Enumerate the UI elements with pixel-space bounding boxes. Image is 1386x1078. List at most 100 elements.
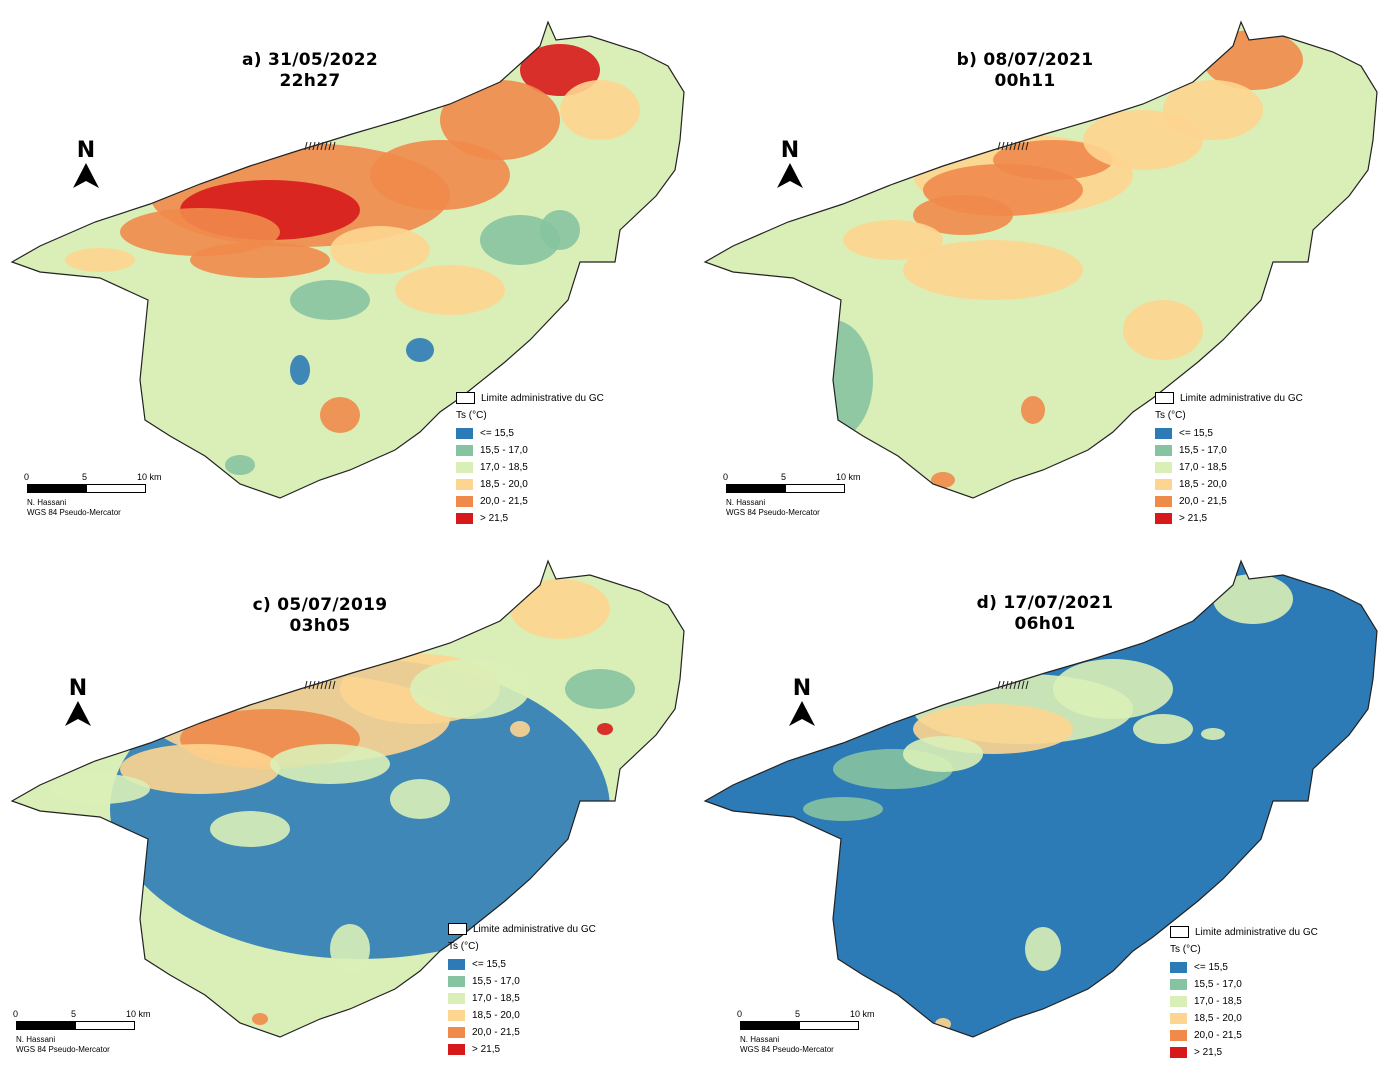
north-arrow: N — [66, 138, 106, 193]
legend-class-row: 20,0 - 21,5 — [1170, 1027, 1318, 1044]
port-feature — [304, 141, 336, 151]
temperature-patch — [1123, 300, 1203, 360]
legend-class-row: > 21,5 — [448, 1041, 596, 1058]
temperature-patch — [510, 721, 530, 737]
legend-class-row: 17,0 - 18,5 — [1155, 459, 1303, 476]
author-credit: N. Hassani — [740, 1035, 780, 1044]
scale-tick-0: 0 — [24, 472, 30, 482]
legend-class-row: 18,5 - 20,0 — [1155, 476, 1303, 493]
legend-class-label: 15,5 - 17,0 — [480, 445, 528, 456]
boundary-label: Limite administrative du GC — [473, 923, 596, 935]
temperature-patch — [540, 210, 580, 250]
scale-tick-10: 10 km — [126, 1009, 151, 1019]
legend-class-label: 17,0 - 18,5 — [480, 462, 528, 473]
temperature-patches — [65, 44, 640, 475]
scale-tick-5: 5 — [781, 472, 787, 482]
legend-class-row: > 21,5 — [1170, 1044, 1318, 1061]
temperature-patch — [330, 226, 430, 274]
legend-swatch — [1170, 1030, 1187, 1041]
panel-time: 22h27 — [279, 71, 341, 91]
legend-class-label: 17,0 - 18,5 — [1194, 996, 1242, 1007]
legend-class-label: 17,0 - 18,5 — [472, 993, 520, 1004]
legend-class-row: <= 15,5 — [456, 425, 604, 442]
panel-title: b) 08/07/2021 00h11 — [875, 50, 1175, 92]
scale-tick-10: 10 km — [850, 1009, 875, 1019]
legend-swatch — [448, 959, 465, 970]
port-feature — [997, 680, 1029, 690]
legend-class-row: 17,0 - 18,5 — [448, 990, 596, 1007]
crs-credit: WGS 84 Pseudo-Mercator — [726, 508, 820, 517]
temperature-patch — [803, 797, 883, 821]
scale-tick-10: 10 km — [836, 472, 861, 482]
legend-class-row: 18,5 - 20,0 — [456, 476, 604, 493]
scale-tick-0: 0 — [737, 1009, 743, 1019]
temperature-patch — [565, 669, 635, 709]
panel-title: d) 17/07/2021 06h01 — [895, 593, 1195, 635]
legend-title: Ts (°C) — [1155, 410, 1186, 421]
north-arrow-icon — [65, 701, 91, 726]
legend-class-label: <= 15,5 — [472, 959, 506, 970]
temperature-patch — [210, 811, 290, 847]
map-panel-a: a) 31/05/2022 22h27 N 0 5 10 km N. Hassa… — [0, 0, 693, 539]
boundary-label: Limite administrative du GC — [1180, 392, 1303, 404]
temperature-patch — [510, 579, 610, 639]
map-panel-c: c) 05/07/2019 03h05 N 0 5 10 km N. Hassa… — [0, 539, 693, 1078]
temperature-patch — [1025, 927, 1061, 971]
temperature-patch — [903, 240, 1083, 300]
legend-class-row: 15,5 - 17,0 — [1155, 442, 1303, 459]
legend-class-label: 18,5 - 20,0 — [1179, 479, 1227, 490]
north-arrow: N — [770, 138, 810, 193]
legend-class-label: > 21,5 — [1194, 1047, 1223, 1058]
panel-time: 06h01 — [1014, 614, 1076, 634]
crs-credit: WGS 84 Pseudo-Mercator — [16, 1045, 110, 1054]
temperature-patches — [50, 579, 635, 1025]
scale-bar: 0 5 10 km N. Hassani WGS 84 Pseudo-Merca… — [723, 472, 886, 518]
panel-time: 00h11 — [994, 71, 1056, 91]
temperature-patch — [440, 80, 560, 160]
scale-bar-graphic — [726, 484, 845, 493]
legend-swatch — [456, 479, 473, 490]
boundary-swatch — [1170, 926, 1189, 938]
panel-title: c) 05/07/2019 03h05 — [170, 595, 470, 637]
temperature-patch — [1133, 714, 1193, 744]
temperature-patch — [1053, 659, 1173, 719]
legend-swatch — [1170, 979, 1187, 990]
legend-class-row: 15,5 - 17,0 — [1170, 976, 1318, 993]
temperature-patch — [1021, 396, 1045, 424]
scale-tick-5: 5 — [71, 1009, 77, 1019]
boundary-label: Limite administrative du GC — [1195, 926, 1318, 938]
legend-swatch — [448, 1044, 465, 1055]
legend-swatch — [456, 513, 473, 524]
legend-title: Ts (°C) — [456, 410, 487, 421]
crs-credit: WGS 84 Pseudo-Mercator — [27, 508, 121, 517]
panel-time: 03h05 — [289, 616, 351, 636]
administrative-boundary — [10, 20, 685, 499]
map-canvas — [10, 559, 685, 1038]
legend-class-row: 18,5 - 20,0 — [448, 1007, 596, 1024]
panel-date: a) 31/05/2022 — [241, 50, 379, 70]
temperature-patch — [330, 924, 370, 974]
legend-class-row: > 21,5 — [456, 510, 604, 527]
administrative-boundary — [10, 559, 685, 1038]
legend-class-label: 15,5 - 17,0 — [1194, 979, 1242, 990]
boundary-swatch — [456, 392, 475, 404]
temperature-patch — [913, 195, 1013, 235]
panel-date: c) 05/07/2019 — [252, 595, 388, 615]
temperature-patch — [390, 779, 450, 819]
legend-title: Ts (°C) — [1170, 944, 1201, 955]
boundary-swatch — [448, 923, 467, 935]
temperature-patch — [290, 355, 310, 385]
legend-class-row: 17,0 - 18,5 — [456, 459, 604, 476]
legend-class-label: <= 15,5 — [1194, 962, 1228, 973]
port-feature — [304, 680, 336, 690]
temperature-patch — [252, 1013, 268, 1025]
legend-swatch — [1155, 445, 1172, 456]
boundary-label: Limite administrative du GC — [481, 392, 604, 404]
legend-class-label: > 21,5 — [472, 1044, 501, 1055]
temperature-patch — [560, 80, 640, 140]
map-canvas — [10, 20, 685, 499]
legend: Limite administrative du GC Ts (°C) <= 1… — [1155, 392, 1303, 527]
legend-swatch — [1170, 1013, 1187, 1024]
temperature-patch — [480, 215, 560, 265]
temperature-patch — [395, 265, 505, 315]
